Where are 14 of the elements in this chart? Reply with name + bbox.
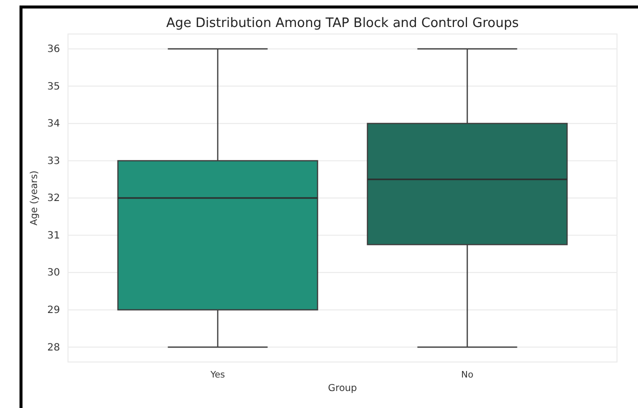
y-axis-title: Age (years) [29, 170, 40, 226]
x-tick-label: No [461, 370, 474, 380]
x-axis-title: Group [328, 383, 357, 394]
chart-title: Age Distribution Among TAP Block and Control Groups [166, 16, 519, 31]
y-tick-label: 28 [47, 342, 60, 354]
y-tick-label: 32 [47, 193, 60, 204]
y-tick-label: 31 [47, 230, 60, 242]
y-tick-label: 34 [47, 118, 60, 130]
y-tick-label: 35 [47, 81, 60, 92]
x-tick-label: Yes [209, 370, 226, 380]
y-tick-label: 30 [47, 268, 60, 279]
y-tick-label: 33 [47, 156, 60, 167]
y-tick-label: 29 [47, 305, 60, 316]
y-tick-label: 36 [47, 44, 60, 56]
